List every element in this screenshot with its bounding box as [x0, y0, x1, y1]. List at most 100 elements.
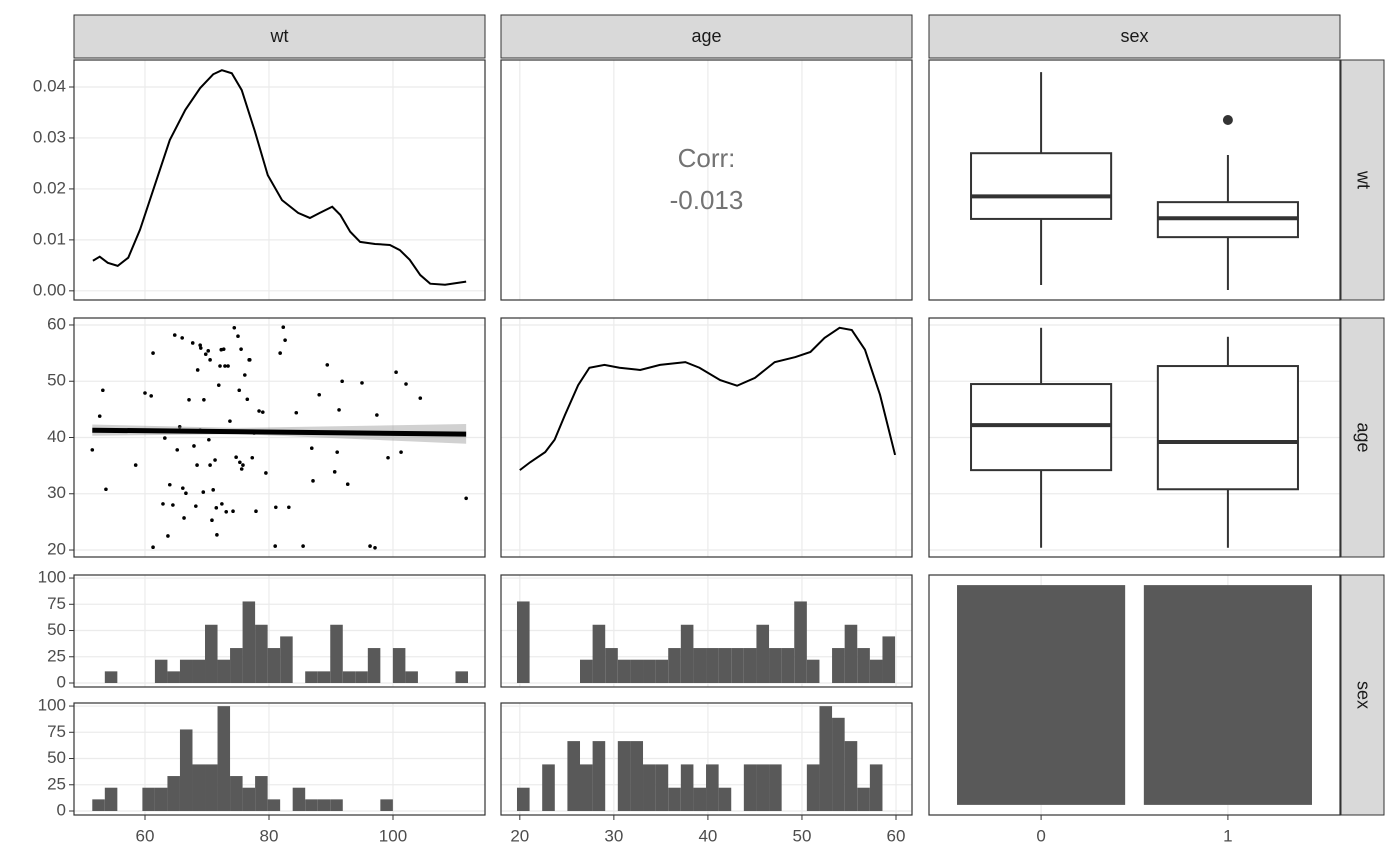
histogram-bar: [693, 648, 707, 684]
histogram-bar: [516, 601, 530, 684]
bar: [1143, 585, 1312, 805]
y-tick-label: 20: [47, 540, 66, 559]
point: [175, 448, 180, 452]
point: [247, 358, 252, 362]
histogram-bar: [179, 729, 193, 812]
point: [198, 346, 203, 350]
strip: [1340, 59, 1385, 301]
point: [90, 448, 95, 452]
histogram-bar: [668, 648, 681, 684]
point: [418, 396, 423, 400]
point: [202, 398, 206, 402]
point: [133, 463, 138, 467]
histogram-bar: [405, 671, 418, 684]
point: [337, 408, 341, 412]
point: [195, 463, 199, 467]
histogram-bar: [693, 787, 707, 812]
histogram-bar: [280, 636, 293, 684]
y-tick-label: 50: [47, 620, 66, 639]
histogram-bar: [516, 787, 530, 812]
histogram-bar: [392, 648, 406, 684]
point: [399, 450, 403, 454]
point: [294, 410, 299, 415]
point: [220, 502, 224, 506]
point: [281, 325, 286, 330]
y-tick-label: 100: [38, 568, 66, 587]
point: [283, 338, 287, 342]
panel-border: [73, 702, 486, 816]
point: [208, 358, 212, 362]
y-tick-label: 75: [47, 594, 66, 613]
y-tick-label: 60: [47, 314, 66, 333]
point: [340, 379, 344, 384]
point: [226, 364, 230, 368]
histogram-bar: [869, 659, 883, 684]
y-tick-label: 25: [47, 774, 66, 793]
point: [311, 479, 315, 483]
point: [97, 414, 102, 418]
point: [182, 516, 186, 520]
histogram-bar: [756, 624, 770, 684]
point: [239, 467, 244, 471]
panel-background: [501, 60, 912, 300]
point: [345, 482, 350, 486]
point: [278, 351, 282, 355]
histogram-bar: [680, 624, 694, 684]
histogram-bar: [267, 648, 281, 684]
point: [101, 388, 105, 393]
histogram-bar: [104, 787, 118, 812]
panel-border: [928, 317, 1341, 558]
histogram-bar: [655, 659, 669, 684]
point: [143, 391, 147, 395]
histogram-bar: [205, 764, 218, 812]
histogram-bar: [567, 741, 581, 812]
point: [232, 325, 237, 330]
x-tick-label: 100: [379, 826, 407, 845]
histogram-bar: [806, 764, 820, 812]
point: [177, 425, 182, 429]
point: [301, 544, 305, 548]
point: [172, 333, 177, 337]
point: [368, 544, 372, 548]
histogram-bar: [731, 648, 744, 684]
panel-border: [928, 574, 1341, 816]
point: [194, 504, 198, 508]
point: [207, 437, 211, 442]
point: [224, 509, 229, 514]
x-tick-label: 60: [136, 826, 155, 845]
point: [464, 496, 468, 501]
point: [206, 349, 211, 353]
panel-background: [74, 60, 485, 300]
point: [151, 545, 155, 550]
point: [236, 334, 240, 339]
histogram-bar: [718, 648, 732, 684]
histogram-bar: [655, 764, 669, 812]
histogram-bar: [806, 659, 820, 684]
histogram-bar: [643, 764, 656, 812]
histogram-bar: [167, 776, 180, 812]
histogram-bar: [92, 799, 105, 812]
histogram-bar: [292, 787, 306, 812]
histogram-bar: [844, 741, 858, 812]
y-tick-label: 40: [47, 427, 66, 446]
histogram-bar: [617, 659, 631, 684]
histogram-bar: [882, 636, 896, 684]
y-tick-label: 0: [57, 800, 66, 819]
x-tick-label: 0: [1036, 826, 1045, 845]
histogram-bar: [167, 671, 180, 684]
point: [187, 398, 191, 402]
point: [161, 502, 165, 506]
histogram-bar: [267, 799, 281, 812]
point: [221, 347, 226, 351]
x-tick-label: 50: [793, 826, 812, 845]
histogram-bar: [455, 671, 469, 684]
point: [254, 509, 258, 514]
histogram-bar: [794, 601, 807, 684]
bar: [957, 585, 1126, 805]
strip: [928, 14, 1341, 59]
point: [375, 413, 379, 417]
y-tick-label: 0.03: [33, 127, 66, 146]
histogram-bar: [192, 764, 206, 812]
